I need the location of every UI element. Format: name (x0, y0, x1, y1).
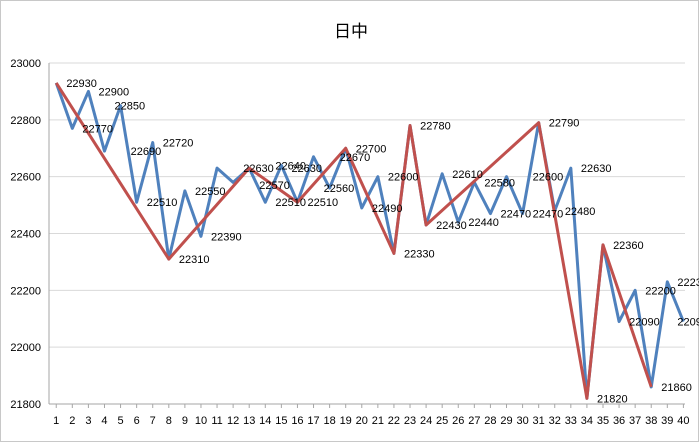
x-axis-ticks: 1 2 3 4 5 6 7 8 9 10 11 12 13 14 15 16 17 18 19 20 21 22 23 24 2… (53, 404, 690, 427)
data-label: 22090 (677, 317, 699, 329)
x-tick-label: 1 (53, 415, 59, 427)
data-label: 22580 (484, 177, 515, 189)
data-label: 22490 (372, 203, 403, 215)
x-tick-label: 20 (356, 415, 368, 427)
x-tick-label: 38 (645, 415, 657, 427)
data-label: 22720 (163, 138, 194, 150)
data-label: 22630 (243, 163, 274, 175)
data-label: 22560 (324, 183, 355, 195)
x-tick-label: 27 (468, 415, 480, 427)
data-label: 22570 (259, 180, 290, 192)
y-tick-label: 23000 (10, 58, 41, 70)
data-label: 22600 (533, 172, 564, 184)
data-label: 22510 (308, 197, 339, 209)
x-tick-label: 22 (388, 415, 400, 427)
x-tick-label: 37 (629, 415, 641, 427)
x-tick-label: 34 (581, 415, 593, 427)
x-tick-label: 13 (243, 415, 255, 427)
data-label: 22670 (340, 152, 371, 164)
x-tick-label: 19 (340, 415, 352, 427)
x-tick-label: 33 (565, 415, 577, 427)
x-tick-label: 10 (195, 415, 207, 427)
x-tick-label: 26 (452, 415, 464, 427)
y-tick-label: 22600 (10, 172, 41, 184)
x-tick-label: 12 (227, 415, 239, 427)
data-label: 21820 (597, 393, 628, 405)
x-tick-label: 2 (69, 415, 75, 427)
data-label: 22630 (291, 163, 322, 175)
x-tick-label: 40 (677, 415, 689, 427)
x-tick-label: 36 (613, 415, 625, 427)
x-tick-label: 25 (436, 415, 448, 427)
x-tick-label: 15 (275, 415, 287, 427)
x-tick-label: 17 (307, 415, 319, 427)
x-tick-label: 4 (101, 415, 107, 427)
series-lines (54, 82, 685, 400)
data-label: 22230 (677, 277, 699, 289)
data-label: 22310 (179, 254, 210, 266)
gridlines (48, 62, 685, 405)
data-label: 22480 (565, 206, 596, 218)
x-tick-label: 6 (134, 415, 140, 427)
data-label: 22360 (613, 240, 644, 252)
series-line-blue (54, 82, 685, 400)
y-tick-label: 21800 (10, 399, 41, 411)
y-tick-label: 22400 (10, 229, 41, 241)
x-tick-label: 8 (166, 415, 172, 427)
data-label: 22780 (420, 121, 451, 133)
x-tick-label: 14 (259, 415, 271, 427)
x-tick-label: 31 (533, 415, 545, 427)
x-tick-label: 35 (597, 415, 609, 427)
data-label: 22430 (436, 220, 467, 232)
x-tick-label: 3 (85, 415, 91, 427)
data-label: 22510 (147, 197, 178, 209)
x-tick-label: 23 (404, 415, 416, 427)
data-label: 22850 (115, 101, 146, 113)
x-tick-label: 28 (484, 415, 496, 427)
data-label: 22700 (356, 143, 387, 155)
x-tick-label: 32 (549, 415, 561, 427)
data-label: 22600 (388, 172, 419, 184)
data-label: 22390 (211, 231, 242, 243)
data-label: 22630 (581, 163, 612, 175)
data-label: 22510 (275, 197, 306, 209)
chart-title: 日中 (334, 22, 368, 42)
data-label: 22640 (275, 160, 306, 172)
data-label: 22470 (533, 209, 564, 221)
x-tick-label: 21 (372, 415, 384, 427)
data-label: 22690 (131, 146, 162, 158)
series-line-red (54, 82, 653, 400)
x-tick-label: 9 (182, 415, 188, 427)
data-label: 22330 (404, 248, 435, 260)
y-axis-ticks: 21800 22000 22200 22400 22600 22800 23000 (10, 58, 41, 411)
x-tick-label: 30 (516, 415, 528, 427)
data-label: 22550 (195, 186, 226, 198)
data-label: 22790 (549, 118, 580, 130)
data-label: 22440 (468, 217, 499, 229)
x-tick-label: 5 (117, 415, 123, 427)
data-label: 22610 (452, 169, 483, 181)
data-label: 21860 (661, 382, 692, 394)
y-tick-label: 22800 (10, 115, 41, 127)
x-tick-label: 11 (211, 415, 222, 427)
data-label: 22770 (82, 123, 113, 135)
data-label: 22200 (645, 285, 676, 297)
y-tick-label: 22000 (10, 342, 41, 354)
x-tick-label: 18 (323, 415, 335, 427)
y-tick-label: 22200 (10, 285, 41, 297)
data-label: 22090 (629, 317, 660, 329)
data-label: 22930 (66, 78, 97, 90)
x-tick-label: 24 (420, 415, 432, 427)
x-tick-label: 39 (661, 415, 673, 427)
x-tick-label: 16 (291, 415, 303, 427)
data-label: 22470 (501, 209, 532, 221)
x-tick-label: 29 (500, 415, 512, 427)
x-tick-label: 7 (150, 415, 156, 427)
data-label: 22900 (98, 86, 129, 98)
